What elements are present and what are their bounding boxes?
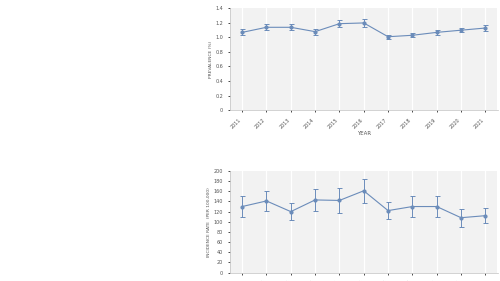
Text: Epidemiology of
functional
dyspepsia and
gastroparesis as
diagnosed in
Flemish-B: Epidemiology of functional dyspepsia and… [73, 76, 154, 205]
Y-axis label: INCIDENCE RATE  (PER 100,000): INCIDENCE RATE (PER 100,000) [207, 187, 211, 257]
Y-axis label: PREVALENCE (%): PREVALENCE (%) [208, 41, 212, 78]
X-axis label: YEAR: YEAR [356, 131, 371, 136]
